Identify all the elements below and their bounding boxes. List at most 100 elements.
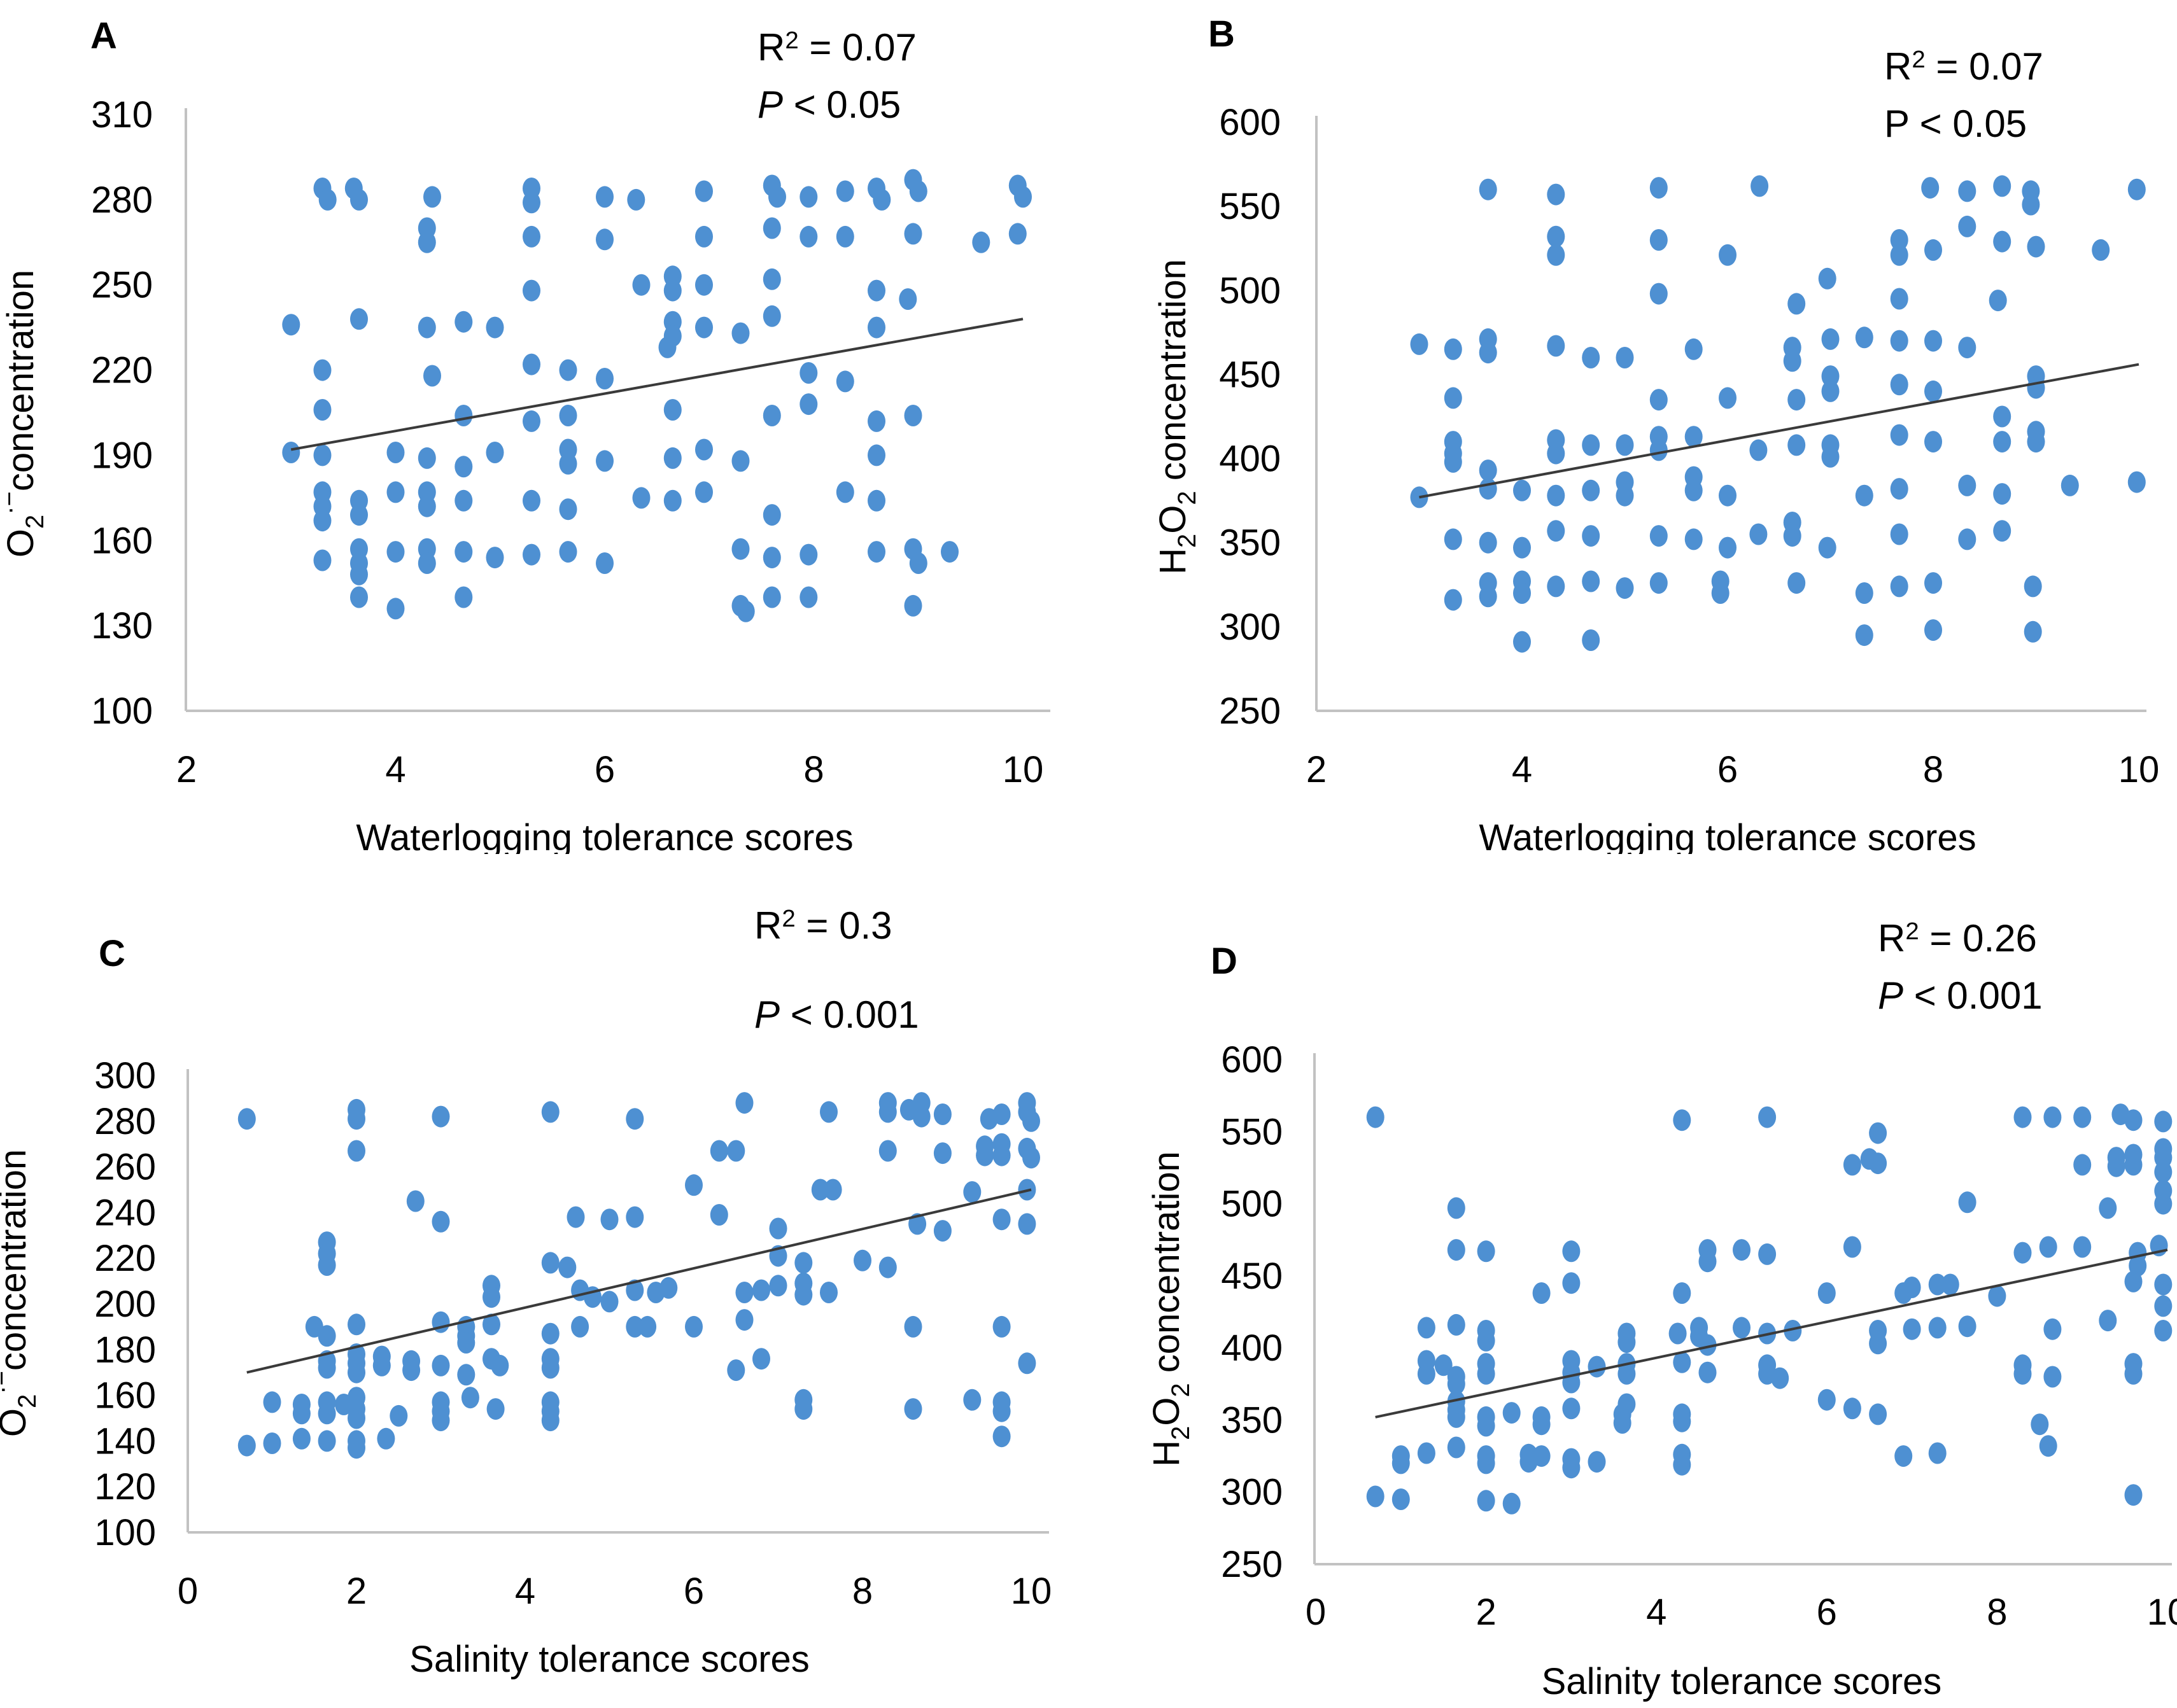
x-tick-label: 10 <box>1003 749 1044 790</box>
data-point <box>963 1389 982 1411</box>
data-point <box>1479 478 1497 500</box>
data-point <box>912 1105 931 1128</box>
data-point <box>2043 1366 2062 1388</box>
data-point <box>695 274 713 296</box>
data-point <box>1771 1367 1789 1389</box>
y-tick-label: 120 <box>94 1466 156 1508</box>
data-point <box>1818 267 1836 290</box>
data-point <box>541 1101 560 1123</box>
data-point <box>1958 1191 1976 1214</box>
y-axis-title: O2·−concentration <box>0 1149 41 1437</box>
data-point <box>1890 424 1908 446</box>
x-tick-label: 2 <box>1306 749 1327 790</box>
data-point <box>1855 484 1873 507</box>
data-point <box>868 316 885 339</box>
panel-letter: C <box>99 933 125 974</box>
data-point <box>1684 479 1703 501</box>
data-point <box>626 1108 644 1130</box>
data-point <box>626 1206 644 1228</box>
trendline <box>1375 1249 2168 1418</box>
data-point <box>695 180 713 202</box>
x-axis-title: Salinity tolerance scores <box>409 1639 810 1680</box>
y-tick-label: 500 <box>1219 270 1281 311</box>
data-point <box>836 370 854 393</box>
y-tick-label: 160 <box>91 520 153 561</box>
p-value-label: P < 0.001 <box>1878 974 2043 1017</box>
data-point <box>794 1284 813 1306</box>
x-tick-label: 2 <box>1476 1592 1496 1633</box>
r-squared-label: R2 = 0.3 <box>754 904 892 947</box>
data-point <box>769 1275 787 1297</box>
x-tick-label: 10 <box>2147 1592 2177 1633</box>
data-point <box>1711 582 1730 604</box>
panel-letter: D <box>1211 941 1237 982</box>
x-tick-label: 6 <box>595 749 615 790</box>
data-point <box>1890 330 1908 352</box>
data-point <box>811 1179 829 1201</box>
data-point <box>263 1391 281 1413</box>
y-tick-label: 130 <box>91 605 153 647</box>
data-point <box>1582 479 1600 501</box>
x-tick-label: 0 <box>178 1571 198 1612</box>
y-tick-label: 100 <box>94 1512 156 1553</box>
x-tick-label: 6 <box>1817 1592 1837 1633</box>
data-point <box>1447 1197 1465 1219</box>
data-point <box>1958 474 1976 496</box>
data-point <box>1562 1457 1581 1479</box>
data-point <box>454 405 473 426</box>
data-point <box>878 1140 897 1162</box>
data-point <box>1617 1393 1636 1415</box>
y-tick-label: 220 <box>91 350 153 391</box>
x-tick-label: 0 <box>1306 1592 1326 1633</box>
data-point <box>1890 229 1908 251</box>
data-point <box>558 1256 577 1278</box>
data-point <box>768 186 786 208</box>
scatter-panel-c: C R2 = 0.3 P < 0.001 100 120 140 160 180 200 2… <box>0 854 1088 1708</box>
data-point <box>2124 1154 2143 1176</box>
data-point <box>1502 1402 1521 1424</box>
data-point <box>2127 471 2146 493</box>
data-point <box>1928 1317 1947 1339</box>
data-point <box>878 1256 897 1278</box>
data-point <box>992 1315 1011 1338</box>
data-point <box>432 1354 450 1376</box>
data-point <box>904 1398 922 1420</box>
data-point <box>386 598 405 620</box>
data-point <box>1958 180 1976 202</box>
data-point <box>1444 451 1462 473</box>
data-point <box>1784 1320 1802 1341</box>
data-point <box>1924 330 1942 352</box>
y-axis-title: H2O2 concentration <box>1152 259 1201 575</box>
data-point <box>1684 528 1703 550</box>
data-point <box>1903 1318 1921 1340</box>
data-point <box>1924 380 1942 402</box>
x-tick-label: 8 <box>852 1571 873 1612</box>
data-point <box>313 399 332 421</box>
data-point <box>1649 572 1668 594</box>
y-tick-label: 240 <box>94 1192 156 1233</box>
data-point <box>523 489 540 512</box>
data-point <box>1477 1415 1495 1437</box>
data-point <box>2154 1161 2173 1183</box>
data-point <box>2099 1197 2117 1219</box>
data-point <box>541 1322 560 1345</box>
data-point <box>1410 486 1428 508</box>
data-point <box>663 489 682 512</box>
data-point <box>1391 1488 1410 1510</box>
data-point <box>386 481 405 503</box>
data-point <box>1562 1272 1581 1294</box>
data-point <box>1924 619 1942 641</box>
data-point <box>348 1140 365 1162</box>
data-point <box>899 288 917 310</box>
data-point <box>800 393 818 416</box>
data-point <box>2013 1106 2032 1128</box>
data-point <box>1649 439 1668 461</box>
y-tick-label: 300 <box>1219 606 1281 648</box>
data-point <box>763 405 781 426</box>
data-point <box>1616 484 1634 507</box>
data-point <box>1758 1106 1777 1128</box>
x-tick-label: 4 <box>385 749 405 790</box>
data-point <box>1924 572 1942 594</box>
data-point <box>1513 479 1531 501</box>
